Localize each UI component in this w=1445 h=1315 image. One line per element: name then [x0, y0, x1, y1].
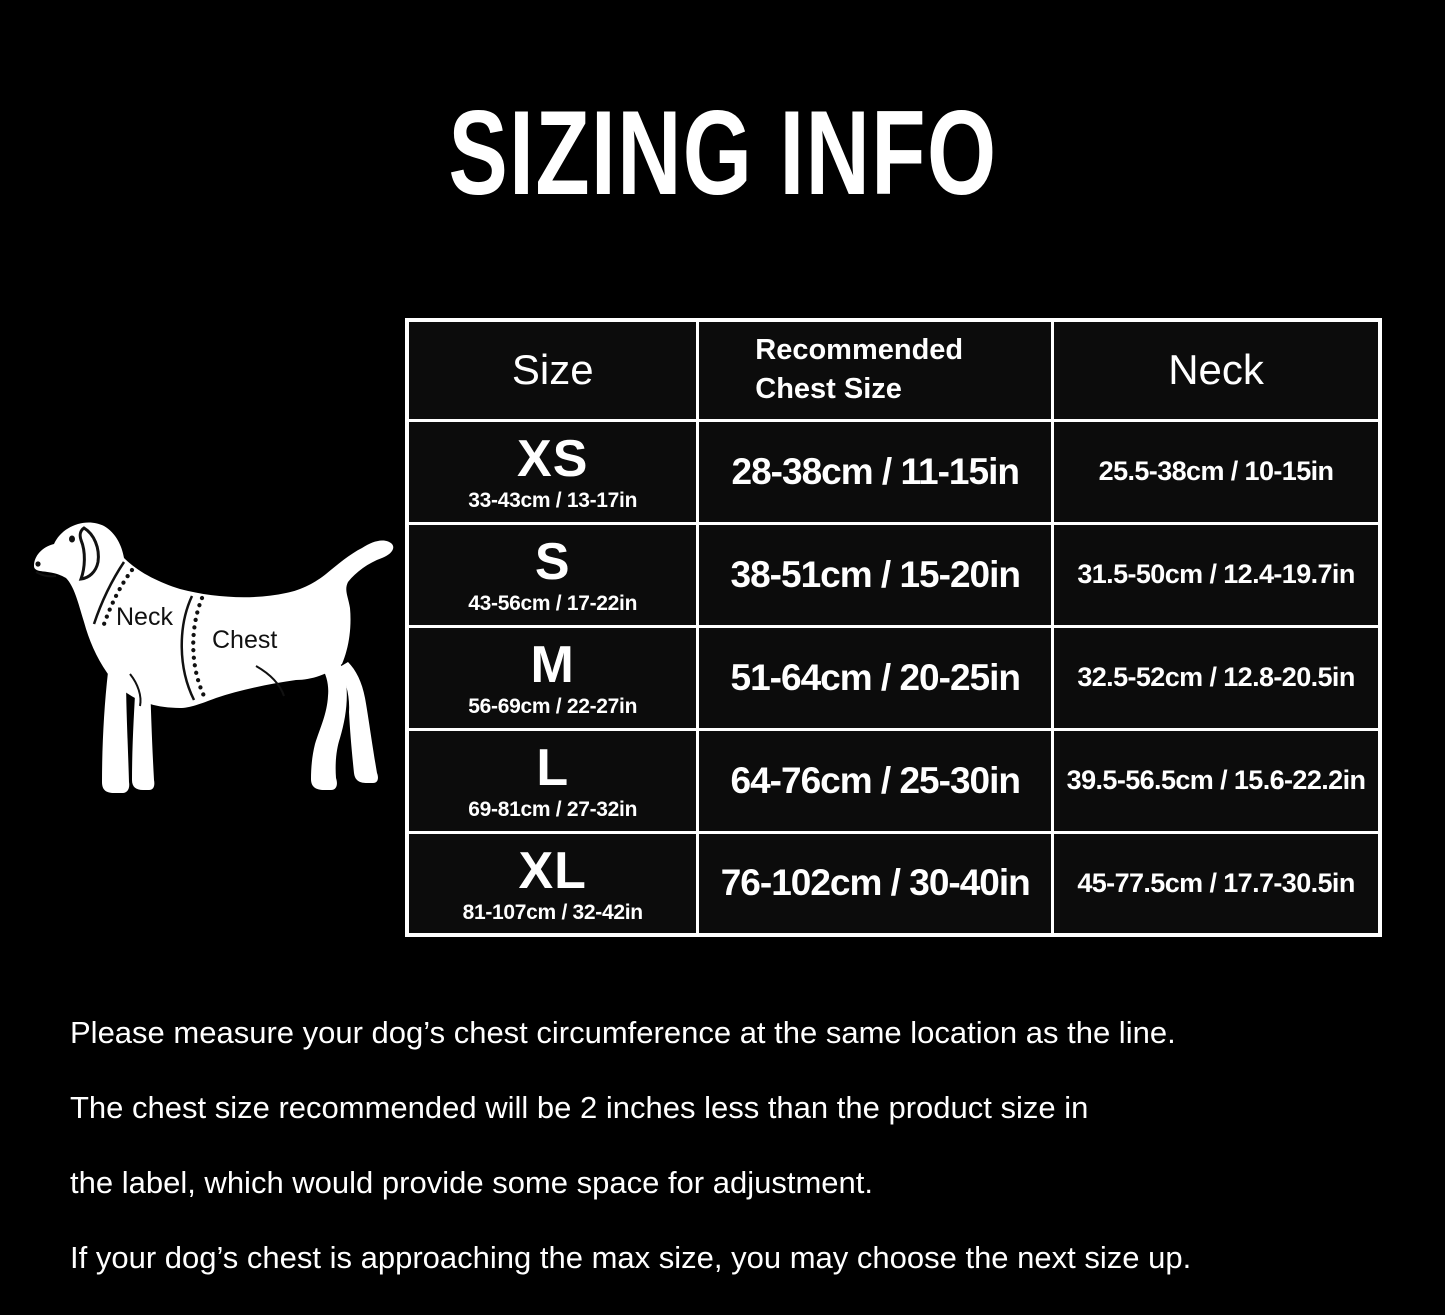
neck-diagram-label: Neck [116, 603, 173, 631]
size-cell: S 43-56cm / 17-22in [405, 521, 700, 628]
dog-eye [69, 535, 75, 543]
header-neck: Neck [1051, 318, 1382, 422]
rear-thigh-line [255, 665, 285, 697]
header-size: Size [405, 318, 700, 422]
neck-measure-solid-line [92, 561, 126, 625]
dog-silhouette-svg: Neck Chest [34, 522, 394, 793]
size-cell: M 56-69cm / 22-27in [405, 624, 700, 731]
neck-cell: 25.5-38cm / 10-15in [1051, 418, 1382, 525]
neck-cell: 45-77.5cm / 17.7-30.5in [1051, 830, 1382, 937]
chest-cell: 64-76cm / 25-30in [696, 727, 1055, 834]
chest-measure-solid-line [180, 595, 196, 701]
front-shoulder-line [129, 673, 142, 707]
size-cell: XL 81-107cm / 32-42in [405, 830, 700, 937]
neck-measure-dotted-line [99, 567, 135, 633]
note-line-2: The chest size recommended will be 2 inc… [70, 1090, 1089, 1125]
header-chest: Recommended Chest Size [696, 318, 1055, 422]
dog-measurement-diagram: Neck Chest [18, 492, 408, 842]
note-line-1: Please measure your dog’s chest circumfe… [70, 1015, 1176, 1050]
chest-cell: 38-51cm / 15-20in [696, 521, 1055, 628]
table-row-s: S 43-56cm / 17-22in 38-51cm / 15-20in 31… [405, 521, 1382, 628]
chest-measure-dotted-line [191, 595, 207, 699]
dog-front-leg-far [132, 678, 155, 790]
table-row-l: L 69-81cm / 27-32in 64-76cm / 25-30in 39… [405, 727, 1382, 834]
table-row-m: M 56-69cm / 22-27in 51-64cm / 20-25in 32… [405, 624, 1382, 731]
note-line-3: the label, which would provide some spac… [70, 1165, 873, 1200]
table-header-row: Size Recommended Chest Size Neck [405, 318, 1382, 422]
dog-mouth-line [35, 571, 57, 578]
neck-cell: 39.5-56.5cm / 15.6-22.2in [1051, 727, 1382, 834]
note-line-4: If your dog’s chest is approaching the m… [70, 1240, 1192, 1275]
table-row-xl: XL 81-107cm / 32-42in 76-102cm / 30-40in… [405, 830, 1382, 937]
dog-ear [78, 526, 100, 581]
page-title: SIZING INFO [447, 86, 998, 220]
neck-cell: 31.5-50cm / 12.4-19.7in [1051, 521, 1382, 628]
neck-cell: 32.5-52cm / 12.8-20.5in [1051, 624, 1382, 731]
dog-nostril [35, 561, 41, 567]
page-title-wrap: SIZING INFO [0, 84, 1445, 222]
dog-body [34, 522, 394, 708]
size-cell: XS 33-43cm / 13-17in [405, 418, 700, 525]
chest-cell: 51-64cm / 20-25in [696, 624, 1055, 731]
dog-front-leg-near [102, 672, 130, 793]
chest-cell: 28-38cm / 11-15in [696, 418, 1055, 525]
sizing-table: Size Recommended Chest Size Neck XS 33-4… [405, 318, 1382, 937]
measurement-notes: Please measure your dog’s chest circumfe… [70, 1002, 1415, 1302]
table-row-xs: XS 33-43cm / 13-17in 28-38cm / 11-15in 2… [405, 418, 1382, 525]
dog-rear-leg-near [302, 642, 347, 790]
chest-diagram-label: Chest [212, 626, 277, 654]
chest-cell: 76-102cm / 30-40in [696, 830, 1055, 937]
size-cell: L 69-81cm / 27-32in [405, 727, 700, 834]
dog-rear-leg-far [338, 662, 378, 783]
